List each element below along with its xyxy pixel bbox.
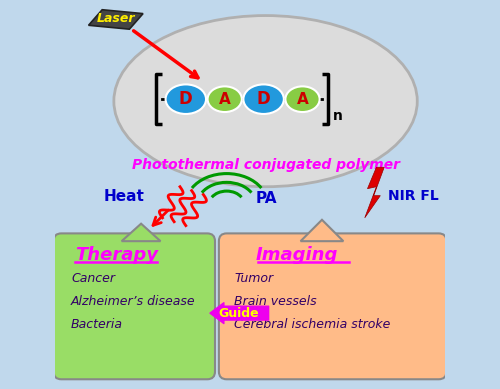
Text: Cerebral ischemia stroke: Cerebral ischemia stroke <box>234 318 391 331</box>
Text: Tumor: Tumor <box>234 272 274 285</box>
Text: Guide: Guide <box>219 307 260 320</box>
FancyArrowPatch shape <box>210 303 268 324</box>
Text: Heat: Heat <box>103 189 144 204</box>
Polygon shape <box>88 10 143 29</box>
Text: A: A <box>219 92 230 107</box>
Text: D: D <box>256 90 270 108</box>
Ellipse shape <box>286 86 320 112</box>
Text: A: A <box>296 92 308 107</box>
Text: Laser: Laser <box>96 12 135 25</box>
Polygon shape <box>300 220 344 241</box>
Text: Brain vessels: Brain vessels <box>234 295 317 308</box>
Text: Bacteria: Bacteria <box>71 318 123 331</box>
Ellipse shape <box>244 84 284 114</box>
Text: NIR FL: NIR FL <box>388 189 439 203</box>
Text: D: D <box>179 90 192 108</box>
Text: Photothermal conjugated polymer: Photothermal conjugated polymer <box>132 158 400 172</box>
Ellipse shape <box>114 16 418 187</box>
Polygon shape <box>365 167 384 218</box>
Text: Alzheimer’s disease: Alzheimer’s disease <box>71 295 196 308</box>
FancyBboxPatch shape <box>54 233 215 379</box>
Text: Imaging: Imaging <box>256 246 338 264</box>
Text: n: n <box>332 109 342 123</box>
FancyBboxPatch shape <box>219 233 446 379</box>
Polygon shape <box>122 224 160 241</box>
Ellipse shape <box>166 84 206 114</box>
Ellipse shape <box>208 86 242 112</box>
Text: PA: PA <box>256 191 278 206</box>
Text: Therapy: Therapy <box>75 246 158 264</box>
Text: Cancer: Cancer <box>71 272 115 285</box>
